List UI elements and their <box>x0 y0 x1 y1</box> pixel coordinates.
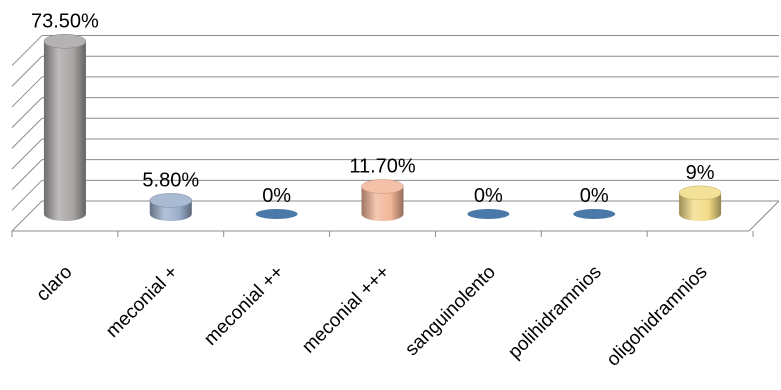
category-label: oligohidramnios <box>603 262 712 371</box>
bar-top <box>43 34 87 49</box>
data-label: 0% <box>580 185 609 207</box>
category-label: claro <box>32 262 76 306</box>
bar <box>43 41 86 222</box>
category-label: polihidramnios <box>504 262 605 363</box>
side-wall-line <box>11 138 43 170</box>
side-wall-line <box>11 179 43 211</box>
category-label: sanguinolento <box>401 262 500 361</box>
bar <box>361 186 404 222</box>
bar-zero <box>467 209 510 219</box>
category-label: meconial + <box>102 262 182 342</box>
side-wall-line <box>11 97 43 128</box>
bar-top <box>678 185 722 201</box>
side-wall-line <box>11 35 43 66</box>
chart-bars <box>43 34 722 222</box>
bar-top <box>149 193 193 208</box>
category-label: meconial +++ <box>298 262 394 358</box>
bar-zero <box>573 209 616 219</box>
data-label: 73.50% <box>31 10 99 32</box>
side-wall-line <box>11 76 43 108</box>
floor-edge <box>748 200 780 232</box>
category-label: meconial ++ <box>200 262 288 350</box>
data-label: 11.70% <box>349 156 416 178</box>
side-wall-line <box>11 117 43 149</box>
data-label: 0% <box>262 185 291 207</box>
side-wall-line <box>11 159 43 190</box>
bar-zero <box>255 209 298 219</box>
bar <box>679 192 722 222</box>
side-wall-line <box>11 200 43 232</box>
data-labels: 73.50% 5.80% 0% 11.70% 0% 0% 9% <box>31 10 715 207</box>
chart-walls <box>11 35 780 237</box>
data-label: 5.80% <box>142 169 199 191</box>
side-wall-line <box>11 55 43 87</box>
data-label: 9% <box>686 162 715 184</box>
category-labels: claro meconial + meconial ++ meconial +++ sa… <box>32 262 711 371</box>
bar-top <box>361 179 404 194</box>
data-label: 0% <box>474 185 503 207</box>
